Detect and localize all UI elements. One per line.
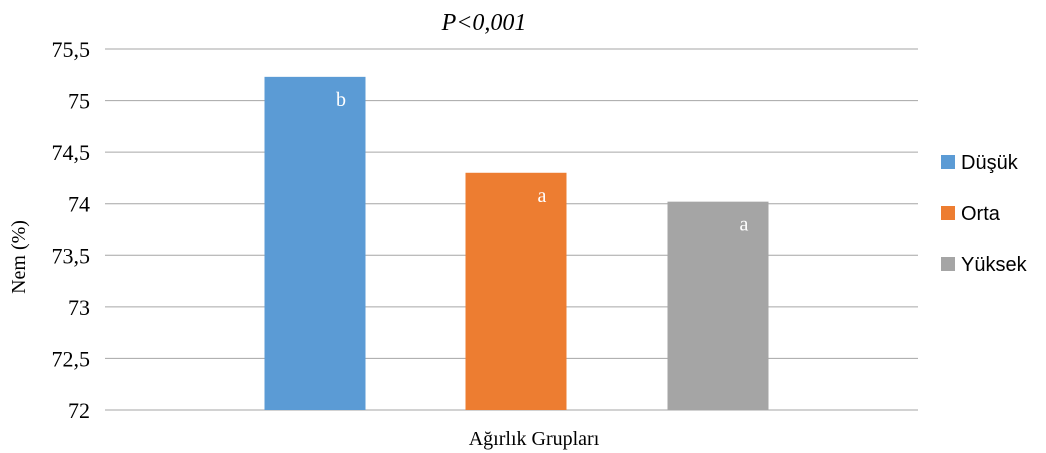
bar	[465, 172, 567, 410]
bars	[264, 76, 769, 410]
legend-swatch	[941, 257, 955, 271]
y-axis-label: Nem (%)	[8, 220, 30, 294]
bar	[264, 76, 366, 410]
y-tick-label: 73,5	[52, 243, 91, 268]
y-tick-label: 75	[68, 89, 90, 114]
chart-title: P<0,001	[441, 10, 527, 36]
bar	[667, 201, 769, 410]
x-axis-label: Ağırlık Grupları	[469, 428, 600, 450]
legend: Düşük Orta Yüksek	[941, 152, 1028, 276]
legend-swatch	[941, 155, 955, 169]
y-tick-label: 72	[68, 398, 90, 423]
y-tick-label: 73	[68, 295, 90, 320]
y-tick-label: 74,5	[52, 140, 91, 165]
legend-label: Yüksek	[961, 254, 1028, 276]
y-tick-label: 74	[68, 192, 90, 217]
y-axis-ticks: 72 72,5 73 73,5 74 74,5 75 75,5	[52, 37, 91, 423]
legend-swatch	[941, 206, 955, 220]
bar-data-label: a	[538, 185, 547, 207]
bar-data-label: b	[336, 89, 346, 111]
y-tick-label: 75,5	[52, 37, 91, 62]
bar-labels: b a a	[336, 89, 749, 236]
y-tick-label: 72,5	[52, 346, 91, 371]
legend-label: Düşük	[961, 152, 1019, 174]
bar-data-label: a	[740, 214, 749, 236]
legend-label: Orta	[961, 203, 1001, 225]
